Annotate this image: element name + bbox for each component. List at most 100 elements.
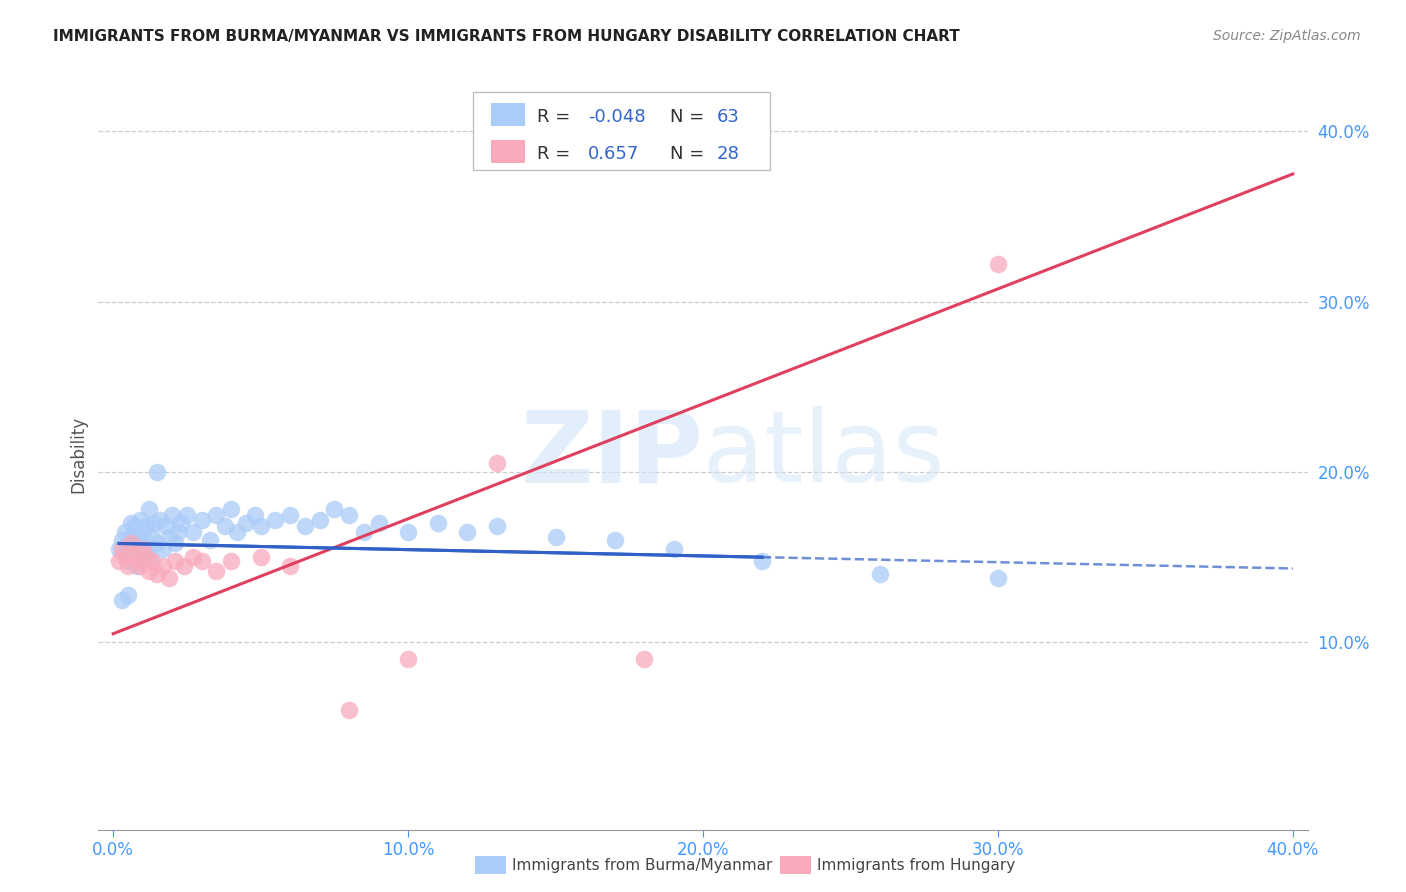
Text: ZIP: ZIP <box>520 407 703 503</box>
Point <box>544 530 567 544</box>
Point <box>117 553 139 567</box>
Point <box>138 502 160 516</box>
Point <box>160 508 183 522</box>
FancyBboxPatch shape <box>492 103 526 126</box>
Point <box>157 530 180 544</box>
Point <box>157 570 180 584</box>
Point <box>294 519 316 533</box>
Point <box>114 547 136 561</box>
Point <box>146 567 169 582</box>
Point <box>122 547 145 561</box>
Point <box>176 508 198 522</box>
Point <box>219 502 242 516</box>
Text: -0.048: -0.048 <box>588 108 645 126</box>
Point <box>128 513 150 527</box>
FancyBboxPatch shape <box>492 140 526 162</box>
Point <box>131 541 153 556</box>
Point <box>226 524 249 539</box>
Point <box>353 524 375 539</box>
Point <box>131 553 153 567</box>
Point <box>190 553 212 567</box>
Text: atlas: atlas <box>703 407 945 503</box>
Point <box>122 541 145 556</box>
Text: N =: N = <box>671 145 710 162</box>
Point <box>125 558 148 573</box>
Point <box>249 550 271 565</box>
Text: 63: 63 <box>716 108 740 126</box>
Point <box>117 588 139 602</box>
Point <box>367 516 389 530</box>
Point <box>120 536 142 550</box>
Point <box>111 533 134 547</box>
Point <box>181 524 204 539</box>
Point <box>135 541 157 556</box>
Point <box>987 570 1010 584</box>
Point <box>205 564 228 578</box>
Point <box>235 516 257 530</box>
Point <box>114 524 136 539</box>
Text: R =: R = <box>537 145 576 162</box>
Text: R =: R = <box>537 108 576 126</box>
Point <box>138 564 160 578</box>
Point <box>278 558 301 573</box>
Point <box>485 457 508 471</box>
Point <box>108 553 131 567</box>
Point <box>111 592 134 607</box>
Point <box>120 530 142 544</box>
Point <box>662 541 685 556</box>
Point <box>143 516 166 530</box>
Text: Source: ZipAtlas.com: Source: ZipAtlas.com <box>1213 29 1361 43</box>
Point <box>426 516 449 530</box>
Point <box>243 508 266 522</box>
Point <box>111 541 134 556</box>
Text: 28: 28 <box>716 145 740 162</box>
Text: N =: N = <box>671 108 710 126</box>
Point <box>181 550 204 565</box>
Point <box>114 550 136 565</box>
Y-axis label: Disability: Disability <box>69 417 87 493</box>
Point <box>117 558 139 573</box>
Point <box>869 567 891 582</box>
Point <box>149 513 172 527</box>
Point <box>141 553 163 567</box>
Point <box>337 703 360 717</box>
Point <box>135 519 157 533</box>
Point <box>125 553 148 567</box>
Point <box>165 536 187 550</box>
Point <box>152 541 174 556</box>
Text: 0.657: 0.657 <box>588 145 640 162</box>
Point <box>146 465 169 479</box>
Point <box>214 519 236 533</box>
Point <box>128 558 150 573</box>
Point <box>456 524 478 539</box>
Point <box>120 516 142 530</box>
Point <box>138 550 160 565</box>
Point <box>249 519 271 533</box>
Point <box>264 513 287 527</box>
Point <box>323 502 346 516</box>
Point <box>396 652 419 666</box>
Point <box>633 652 655 666</box>
Point <box>173 558 195 573</box>
Point <box>485 519 508 533</box>
Text: Immigrants from Burma/Myanmar: Immigrants from Burma/Myanmar <box>512 858 772 872</box>
Point <box>135 550 157 565</box>
Text: Immigrants from Hungary: Immigrants from Hungary <box>817 858 1015 872</box>
FancyBboxPatch shape <box>474 92 769 170</box>
Point <box>141 530 163 544</box>
Point <box>117 536 139 550</box>
Point <box>200 533 222 547</box>
Point <box>152 558 174 573</box>
Point <box>751 553 773 567</box>
Point <box>308 513 330 527</box>
Point <box>205 508 228 522</box>
Point <box>122 519 145 533</box>
Point <box>219 553 242 567</box>
Point <box>146 536 169 550</box>
Point <box>190 513 212 527</box>
Point <box>170 516 193 530</box>
Point <box>165 553 187 567</box>
Point <box>278 508 301 522</box>
Point <box>603 533 626 547</box>
Point <box>131 524 153 539</box>
